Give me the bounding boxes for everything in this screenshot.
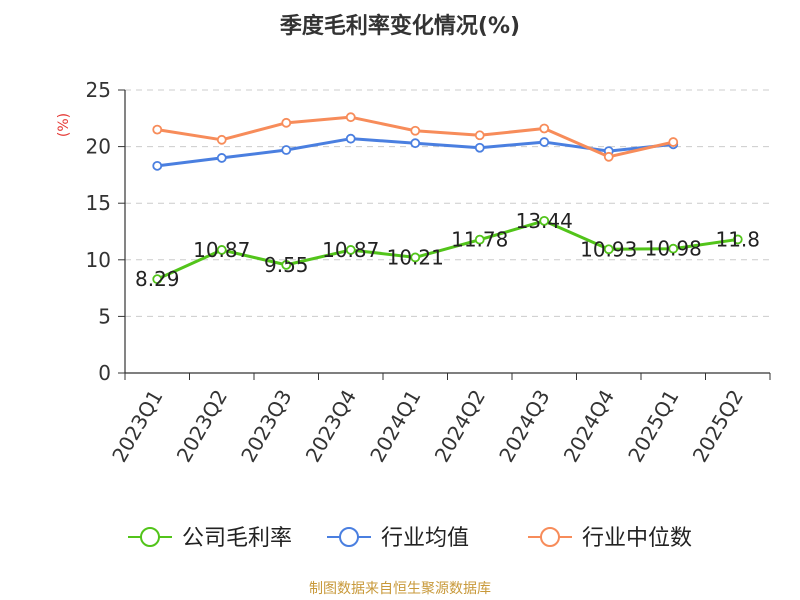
- data-label: 11.8: [715, 227, 760, 251]
- source-note: 制图数据来自恒生聚源数据库: [309, 581, 491, 597]
- data-label: 8.29: [135, 267, 180, 291]
- data-point: [345, 112, 356, 123]
- y-tick-label: 0: [98, 361, 111, 385]
- data-point: [281, 259, 292, 270]
- data-point: [281, 145, 292, 155]
- legend-marker: [140, 527, 160, 547]
- x-tick-label: 2025Q1: [623, 386, 683, 467]
- x-tick-label: 2024Q2: [430, 386, 490, 467]
- x-tick-label: 2023Q2: [172, 386, 232, 467]
- data-point: [539, 215, 550, 226]
- data-label: 10.98: [645, 237, 702, 261]
- x-tick-label: 2024Q3: [494, 386, 554, 467]
- data-point: [216, 245, 227, 255]
- data-label: 10.93: [580, 237, 637, 261]
- legend-label: 公司毛利率: [182, 526, 292, 551]
- data-label: 9.55: [264, 253, 309, 277]
- legend-label: 行业中位数: [582, 526, 692, 551]
- data-point: [603, 151, 614, 162]
- data-point: [345, 133, 356, 144]
- legend-marker: [540, 527, 560, 547]
- data-point: [668, 243, 679, 254]
- legend-label: 行业均值: [381, 526, 469, 551]
- x-tick-label: 2024Q4: [559, 386, 619, 467]
- data-point: [152, 124, 163, 135]
- data-label: 13.44: [516, 209, 573, 233]
- data-point: [539, 123, 550, 134]
- legend-marker: [339, 527, 359, 547]
- x-tick-label: 2023Q1: [107, 386, 167, 467]
- series-line: [157, 115, 674, 159]
- data-point: [474, 130, 485, 141]
- y-tick-label: 15: [86, 191, 111, 215]
- data-point: [281, 117, 292, 128]
- data-point: [410, 252, 421, 263]
- data-point: [603, 244, 614, 255]
- x-tick-label: 2023Q4: [301, 386, 361, 467]
- data-point: [668, 137, 679, 147]
- data-label: 10.21: [387, 245, 444, 269]
- data-point: [539, 137, 550, 147]
- data-label: 10.87: [322, 238, 379, 262]
- data-point: [345, 245, 356, 255]
- y-tick-label: 10: [86, 248, 111, 272]
- data-point: [474, 142, 485, 153]
- chart-title: 季度毛利率变化情况(%): [279, 14, 521, 39]
- series-line: [156, 219, 738, 281]
- y-axis-label: (%): [56, 113, 72, 137]
- data-label: 11.78: [451, 228, 508, 252]
- x-tick-label: 2023Q3: [236, 386, 296, 467]
- x-tick-label: 2025Q2: [688, 386, 748, 467]
- data-point: [732, 234, 743, 245]
- data-point: [410, 125, 421, 136]
- y-tick-label: 5: [98, 304, 111, 328]
- data-point: [410, 138, 421, 149]
- data-point: [152, 160, 163, 171]
- y-tick-label: 20: [86, 135, 111, 159]
- data-point: [216, 153, 227, 163]
- y-tick-label: 25: [86, 78, 111, 102]
- data-point: [474, 234, 485, 245]
- data-point: [216, 134, 227, 145]
- data-label: 10.87: [193, 238, 250, 262]
- data-point: [152, 274, 163, 285]
- x-tick-label: 2024Q1: [365, 386, 425, 467]
